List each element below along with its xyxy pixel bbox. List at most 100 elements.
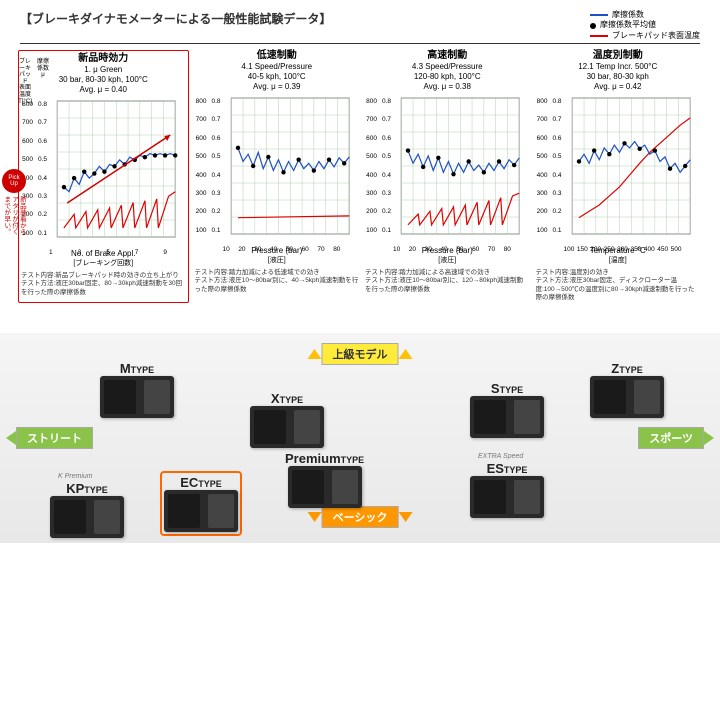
- type-premium: PremiumTYPE: [285, 451, 364, 508]
- xtick: 9: [163, 249, 167, 256]
- ytick: 600: [363, 135, 377, 142]
- title-bar: 【ブレーキダイナモメーターによる一般性能試験データ】 摩擦係数 摩擦係数平均値 …: [20, 8, 700, 44]
- ytick: 800: [193, 98, 207, 105]
- axis-bottom: ベーシック: [308, 506, 413, 528]
- ytick2: 0.3: [379, 190, 391, 197]
- legend-blue-line: [590, 14, 608, 16]
- ytick2: 0.4: [35, 175, 47, 182]
- ytick: 200: [534, 208, 548, 215]
- ytick: 400: [534, 172, 548, 179]
- xtick: 20: [238, 246, 245, 253]
- axis-top: 上級モデル: [308, 343, 413, 365]
- ytick2: 0.1: [35, 230, 47, 237]
- xtick: 5: [106, 249, 110, 256]
- chart-panel-3: 温度別制動 12.1 Temp Incr. 500°C 30 bar, 80-3…: [536, 50, 701, 303]
- type-kp: KPTYPE: [50, 481, 124, 538]
- legend-red-label: ブレーキパッド表面温度: [612, 31, 700, 41]
- ytick: 400: [363, 172, 377, 179]
- bottom-label: ベーシック: [322, 506, 399, 528]
- type-label: PremiumTYPE: [285, 451, 364, 466]
- brake-pad-icon: [470, 476, 544, 518]
- left-label: ストリート: [16, 427, 93, 449]
- xtick: 500: [671, 246, 682, 253]
- brake-pad-icon: [250, 406, 324, 448]
- type-es: ESTYPE: [470, 461, 544, 518]
- ytick: 500: [534, 153, 548, 160]
- ytick: 700: [19, 119, 33, 126]
- ytick2: 0.4: [379, 172, 391, 179]
- chart-conditions: 120-80 kph, 100°C: [365, 72, 530, 82]
- ytick: 100: [363, 227, 377, 234]
- ytick2: 0.7: [209, 116, 221, 123]
- ytick: 800: [363, 98, 377, 105]
- xtick: 30: [254, 246, 261, 253]
- brake-pad-icon: [50, 496, 124, 538]
- xtick: 10: [393, 246, 400, 253]
- ytick2: 0.3: [209, 190, 221, 197]
- chart-title: 低速制動: [195, 50, 360, 62]
- page-title: 【ブレーキダイナモメーターによる一般性能試験データ】: [20, 10, 331, 27]
- xtick: 60: [472, 246, 479, 253]
- type-label: ECTYPE: [180, 475, 222, 490]
- test-desc: テスト内容:踏力加減による低速域での効き テスト方法:液圧10〜80bar別に、…: [195, 269, 360, 294]
- top-label: 上級モデル: [322, 343, 399, 365]
- test-desc: テスト内容:踏力加減による高速域での効き テスト方法:液圧10〜80bar別に、…: [365, 269, 530, 294]
- xtick: 100: [564, 246, 575, 253]
- ytick: 300: [534, 190, 548, 197]
- chart-subtitle: 12.1 Temp Incr. 500°C: [536, 62, 701, 72]
- ytick2: 0.1: [209, 227, 221, 234]
- xtick: 7: [135, 249, 139, 256]
- type-m: MTYPE: [100, 361, 174, 418]
- chart-avg: Avg. μ = 0.39: [195, 82, 360, 92]
- ytick2: 0.8: [550, 98, 562, 105]
- xtick: 20: [409, 246, 416, 253]
- pickup-l2: Up: [2, 181, 26, 187]
- extra-label: EXTRA Speed: [478, 453, 523, 460]
- ytick2: 0.2: [550, 208, 562, 215]
- chart-subtitle: 4.1 Speed/Pressure: [195, 62, 360, 72]
- type-ec: ECTYPE: [160, 471, 242, 536]
- chart-title: 温度別制動: [536, 50, 701, 62]
- ytick2: 0.1: [550, 227, 562, 234]
- ytick2: 0.8: [379, 98, 391, 105]
- ytick: 700: [534, 116, 548, 123]
- chart-avg: Avg. μ = 0.38: [365, 82, 530, 92]
- ytick: 300: [363, 190, 377, 197]
- brake-pad-icon: [164, 490, 238, 532]
- ytick2: 0.5: [550, 153, 562, 160]
- ytick: 600: [534, 135, 548, 142]
- xtick: 40: [440, 246, 447, 253]
- type-label: MTYPE: [120, 361, 154, 376]
- ytick2: 0.2: [379, 208, 391, 215]
- x-label-jp: [ブレーキング回数]: [21, 258, 186, 268]
- type-z: ZTYPE: [590, 361, 664, 418]
- ytick2: 0.7: [550, 116, 562, 123]
- axis-left: ストリート: [6, 427, 93, 449]
- xtick: 350: [630, 246, 641, 253]
- type-x: XTYPE: [250, 391, 324, 448]
- ytick: 200: [363, 208, 377, 215]
- legend-black-label: 摩擦係数平均値: [600, 20, 656, 30]
- ytick2: 0.8: [35, 101, 47, 108]
- xtick: 80: [333, 246, 340, 253]
- x-label-jp: [液圧]: [365, 255, 530, 265]
- xtick: 250: [604, 246, 615, 253]
- xtick: 3: [78, 249, 82, 256]
- ytick: 600: [193, 135, 207, 142]
- type-label: ESTYPE: [487, 461, 528, 476]
- ytick2: 0.7: [379, 116, 391, 123]
- ytick2: 0.6: [35, 138, 47, 145]
- pickup-badge: Pick Up: [2, 169, 26, 193]
- ytick2: 0.3: [35, 193, 47, 200]
- x-label-jp: [液圧]: [195, 255, 360, 265]
- chart-panel-2: 高速制動 4.3 Speed/Pressure 120-80 kph, 100°…: [365, 50, 530, 303]
- xtick: 40: [270, 246, 277, 253]
- ytick2: 0.6: [550, 135, 562, 142]
- ytick2: 0.5: [379, 153, 391, 160]
- xtick: 10: [223, 246, 230, 253]
- brake-pad-icon: [590, 376, 664, 418]
- ytick: 800: [534, 98, 548, 105]
- chart-panel-1: 低速制動 4.1 Speed/Pressure 40-5 kph, 100°C …: [195, 50, 360, 303]
- chart-panel-0: 新品時効力 1. μ Green 30 bar, 80-30 kph, 100°…: [18, 50, 189, 303]
- chart-avg: Avg. μ = 0.42: [536, 82, 701, 92]
